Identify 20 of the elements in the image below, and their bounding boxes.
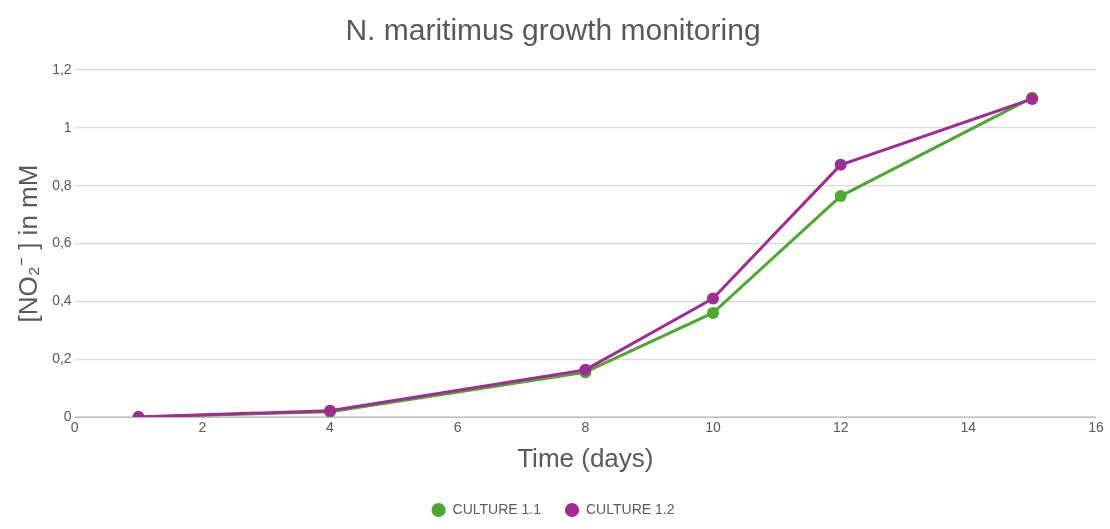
x-tick-label: 6 (453, 419, 462, 436)
x-tick-label: 10 (705, 419, 721, 436)
x-tick-label: 16 (1088, 419, 1104, 436)
x-tick-label: 8 (581, 419, 590, 436)
x-axis-title: Time (days) (517, 442, 654, 473)
x-tick-label: 4 (326, 419, 335, 436)
x-tick-label: 2 (198, 419, 207, 436)
y-tick-label: 0 (63, 407, 72, 424)
chart-title: N. maritimus growth monitoring (345, 13, 761, 47)
legend-label: CULTURE 1.2 (586, 500, 675, 517)
y-tick-label: 0,8 (52, 176, 72, 193)
y-tick-label: 1 (63, 118, 72, 135)
y-axis-title: [NO₂⁻ ] in mM (12, 164, 43, 323)
x-tick-label: 12 (832, 419, 849, 436)
y-tick-label: 0,2 (52, 350, 72, 367)
legend-label: CULTURE 1.1 (452, 500, 542, 517)
y-tick-label: 1,2 (52, 60, 72, 77)
x-tick-label: 14 (960, 419, 977, 436)
y-tick-label: 0,4 (52, 292, 72, 309)
y-tick-label: 0,6 (52, 234, 72, 251)
